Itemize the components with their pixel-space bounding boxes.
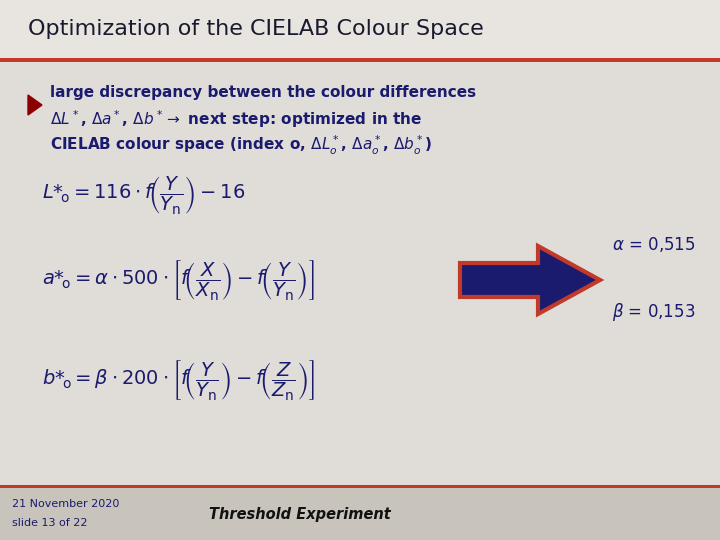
Bar xyxy=(0,488,720,540)
Text: $\alpha$ = 0,515: $\alpha$ = 0,515 xyxy=(612,235,696,254)
Text: slide 13 of 22: slide 13 of 22 xyxy=(12,518,88,528)
Text: $b{*}_{\!\mathrm{o}} = \beta \cdot 200 \cdot \left[f\!\left(\dfrac{Y}{Y_{\mathrm: $b{*}_{\!\mathrm{o}} = \beta \cdot 200 \… xyxy=(42,358,315,402)
Text: large discrepancy between the colour differences: large discrepancy between the colour dif… xyxy=(50,85,476,100)
Text: $a{*}_{\!\mathrm{o}} = \alpha \cdot 500 \cdot \left[f\!\left(\dfrac{X}{X_{\mathr: $a{*}_{\!\mathrm{o}} = \alpha \cdot 500 … xyxy=(42,258,315,302)
Text: $L{*}_{\!\mathrm{o}} = 116 \cdot f\!\left(\dfrac{Y}{Y_{\mathrm{n}}}\right) - 16$: $L{*}_{\!\mathrm{o}} = 116 \cdot f\!\lef… xyxy=(42,174,246,216)
Text: $\Delta L^*$, $\Delta a^*$, $\Delta b^* \rightarrow$ next step: optimized in the: $\Delta L^*$, $\Delta a^*$, $\Delta b^* … xyxy=(50,108,422,130)
Polygon shape xyxy=(460,246,600,314)
Text: CIELAB colour space (index o, $\Delta L^*_o$, $\Delta a^*_o$, $\Delta b^*_o$): CIELAB colour space (index o, $\Delta L^… xyxy=(50,133,432,157)
Bar xyxy=(0,58,720,62)
Text: Optimization of the CIELAB Colour Space: Optimization of the CIELAB Colour Space xyxy=(28,19,484,39)
Text: 21 November 2020: 21 November 2020 xyxy=(12,499,120,509)
Text: Threshold Experiment: Threshold Experiment xyxy=(209,507,391,522)
Text: $\beta$ = 0,153: $\beta$ = 0,153 xyxy=(612,301,696,323)
Bar xyxy=(0,0,720,58)
Bar xyxy=(0,485,720,488)
Polygon shape xyxy=(28,95,42,115)
